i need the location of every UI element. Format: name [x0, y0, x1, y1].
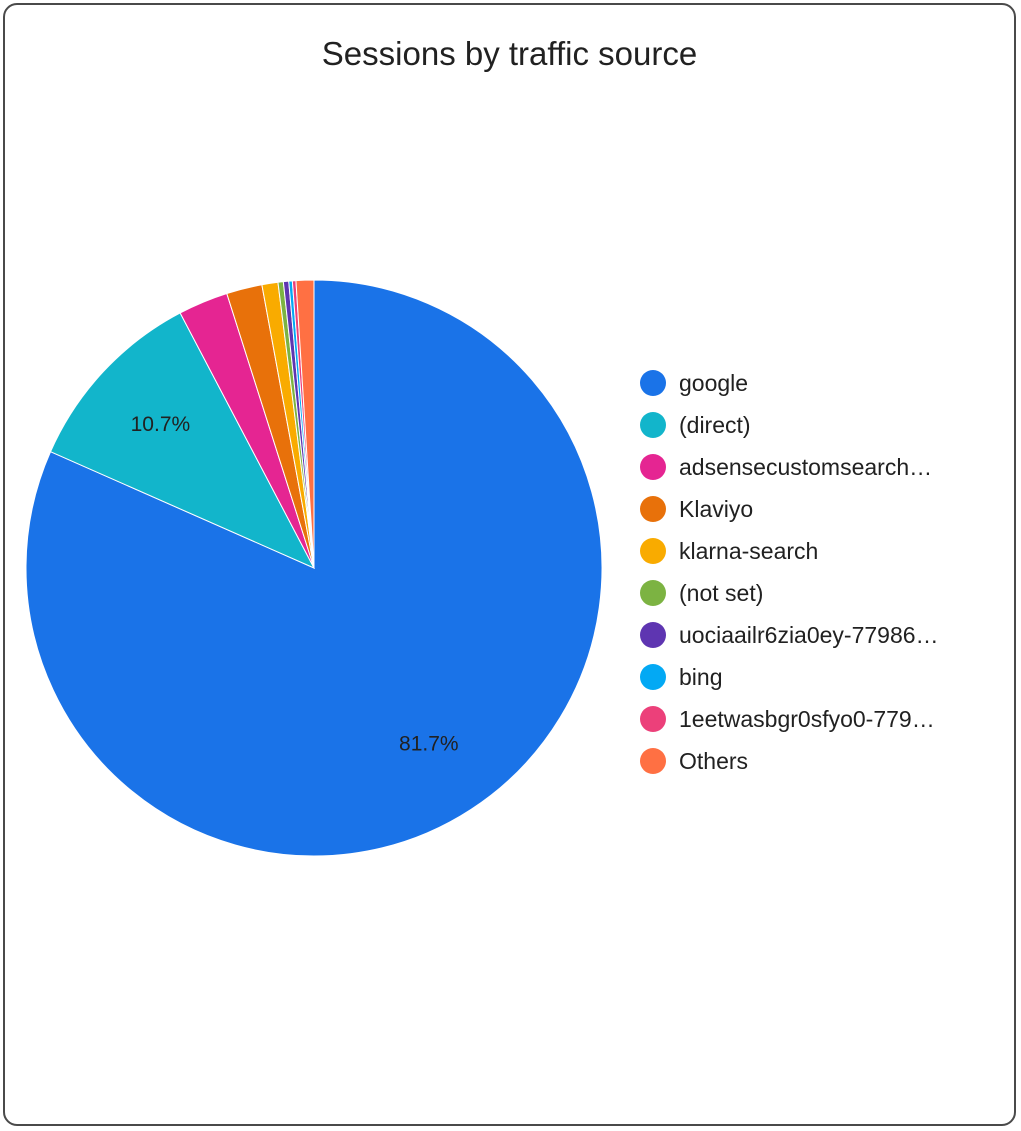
legend-swatch [640, 622, 666, 648]
legend-label: google [679, 369, 749, 396]
legend-swatch [640, 664, 666, 690]
legend-item[interactable]: klarna-search [640, 530, 939, 572]
legend-swatch [640, 706, 666, 732]
pie-slices [25, 279, 603, 857]
pie-slice-label-1: 10.7% [131, 413, 191, 436]
legend-swatch [640, 748, 666, 774]
legend-label: 1eetwasbgr0sfyo0-779… [679, 705, 935, 732]
legend-item[interactable]: adsensecustomsearch… [640, 446, 939, 488]
legend-item[interactable]: google [640, 362, 939, 404]
legend-label: uociaailr6zia0ey-77986… [679, 621, 939, 648]
legend-swatch [640, 370, 666, 396]
legend-item[interactable]: Klaviyo [640, 488, 939, 530]
legend-item[interactable]: bing [640, 656, 939, 698]
legend-label: bing [679, 663, 723, 690]
legend-swatch [640, 496, 666, 522]
legend-label: Others [679, 747, 749, 774]
legend-swatch [640, 580, 666, 606]
legend-swatch [640, 538, 666, 564]
legend-item[interactable]: (direct) [640, 404, 939, 446]
legend-label: adsensecustomsearch… [679, 453, 933, 480]
legend-item[interactable]: 1eetwasbgr0sfyo0-779… [640, 698, 939, 740]
legend-label: (not set) [679, 579, 764, 606]
legend-swatch [640, 454, 666, 480]
legend-label: klarna-search [679, 537, 819, 564]
chart-legend: google (direct) adsensecustomsearch… Klaviy… [640, 362, 939, 782]
chart-title: Sessions by traffic source [321, 35, 698, 72]
legend-swatch [640, 412, 666, 438]
pie-slice-9[interactable] [295, 279, 315, 569]
legend-item[interactable]: Others [640, 740, 939, 782]
legend-label: (direct) [679, 411, 751, 438]
legend-item[interactable]: (not set) [640, 572, 939, 614]
legend-item[interactable]: uociaailr6zia0ey-77986… [640, 614, 939, 656]
pie-slice-label-0: 81.7% [399, 733, 459, 756]
pie-slice-labels: 81.7% 10.7% [131, 413, 459, 756]
pie-slice-1[interactable] [49, 312, 316, 570]
legend-label: Klaviyo [679, 495, 754, 522]
